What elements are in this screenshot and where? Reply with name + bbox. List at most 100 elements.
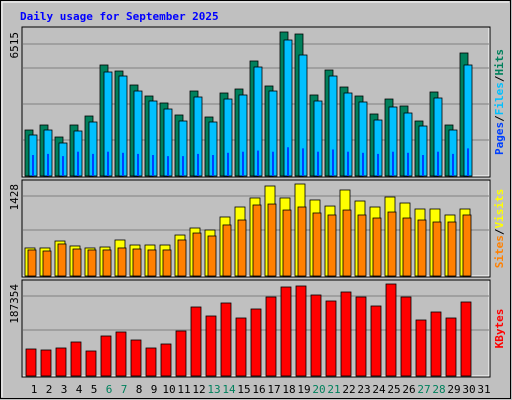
bar [460,301,472,377]
x-tick-label: 10 [162,383,175,396]
x-tick-label: 31 [477,383,490,396]
x-tick-label: 17 [267,383,280,396]
x-tick-label: 21 [327,383,340,396]
bar [370,305,382,377]
x-tick-label: 14 [222,383,236,396]
bar [77,151,79,176]
y-tick-label: 187354 [8,284,21,324]
bar [107,151,109,176]
bar [282,209,292,277]
bar [100,335,112,377]
bar [332,149,334,176]
bar [235,317,247,377]
bar [177,239,187,277]
bar [242,151,244,176]
bar [310,294,322,377]
bar [447,221,457,277]
bar [392,151,394,176]
bar [62,156,64,176]
legend-entry: Sites [493,235,506,268]
x-tick-label: 5 [91,383,98,396]
bar [415,319,427,377]
legend: Sites/Visits [493,189,506,269]
bar [312,212,322,277]
bar [42,250,52,277]
bar [417,219,427,277]
bar [227,152,229,176]
legend-entry: Visits [493,189,506,229]
bar [25,348,37,377]
bar [445,317,457,377]
bar [192,232,202,277]
bar [257,150,259,176]
bar [222,224,232,277]
x-tick-label: 8 [136,383,143,396]
x-tick-label: 22 [342,383,355,396]
bar [342,209,352,277]
bar [325,300,337,377]
legend-entry: KBytes [493,309,506,349]
bar [467,148,469,176]
bar [57,243,67,277]
bar [87,249,97,277]
bar [115,331,127,377]
legend: Pages/Files/Hits [493,49,506,155]
bar [317,151,319,176]
bar [347,151,349,176]
x-tick-label: 25 [387,383,400,396]
bar [220,302,232,377]
x-tick-label: 27 [417,383,430,396]
x-tick-label: 20 [312,383,325,396]
bar [432,221,442,277]
bar [272,151,274,176]
bar [437,151,439,176]
x-tick-label: 2 [46,383,53,396]
bar [85,350,97,377]
x-tick-label: 11 [177,383,190,396]
bar [452,153,454,176]
legend-separator: / [493,75,506,82]
bar [422,155,424,176]
x-tick-label: 15 [237,383,250,396]
x-tick-label: 29 [447,383,460,396]
x-tick-label: 9 [151,383,158,396]
bar [147,249,157,277]
bar [252,204,262,277]
bar [40,349,52,377]
bar [287,147,289,176]
bar [92,153,94,176]
bar [145,347,157,377]
legend-entry: Hits [493,49,506,76]
bar [122,152,124,176]
bar [72,248,82,277]
bar [205,315,217,377]
x-tick-label: 23 [357,383,370,396]
bar [295,285,307,377]
bar [167,156,169,176]
bar [27,249,37,277]
x-tick-label: 26 [402,383,415,396]
chart-title: Daily usage for September 2025 [20,10,219,23]
bar [130,339,142,377]
bar [280,286,292,377]
x-tick-label: 3 [61,383,68,396]
bar [102,249,112,277]
bar [297,206,307,277]
bar [117,247,127,277]
bar [175,330,187,377]
bar [47,153,49,176]
bar [302,148,304,176]
bar [70,341,82,377]
bar [160,343,172,377]
bar [400,296,412,377]
x-tick-label: 18 [282,383,295,396]
bar [132,248,142,277]
bar [362,152,364,176]
bar [430,311,442,377]
x-tick-label: 4 [76,383,83,396]
legend-separator: / [493,115,506,122]
bar [137,153,139,176]
bar [182,156,184,176]
